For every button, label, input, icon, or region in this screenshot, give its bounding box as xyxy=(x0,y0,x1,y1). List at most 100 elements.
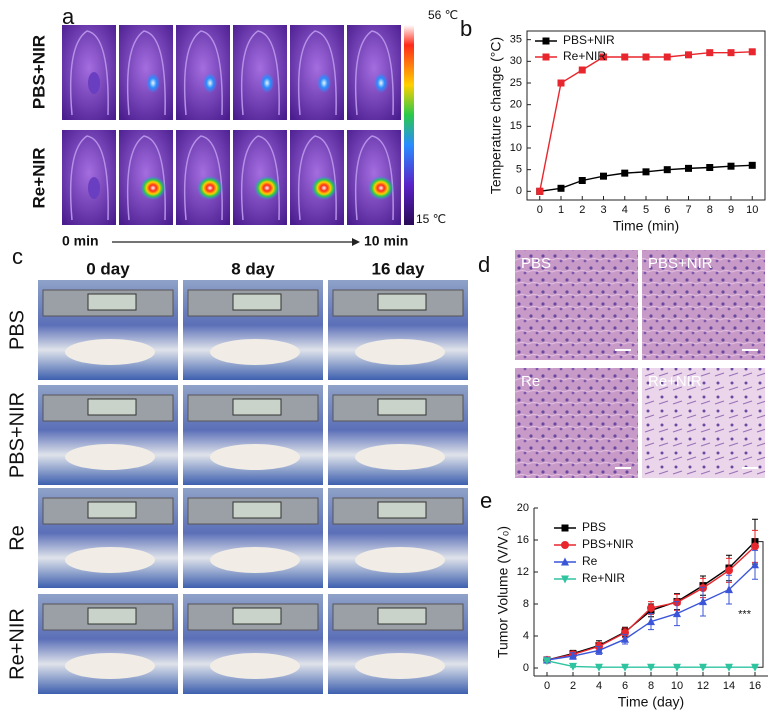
mouse-outline xyxy=(183,135,223,221)
x-tick-label: 6 xyxy=(622,680,628,692)
row-label: PBS+NIR xyxy=(29,35,48,109)
mouse xyxy=(65,547,155,573)
marker xyxy=(557,184,565,192)
y-tick-label: 4 xyxy=(523,630,529,642)
marker xyxy=(673,663,681,672)
marker xyxy=(725,663,733,672)
marker xyxy=(647,604,655,612)
panel-c: c 0 day 8 day 16 day PBS PBS+NIR Re Re+NIR xyxy=(6,244,468,694)
marker xyxy=(725,585,733,594)
x-tick-label: 0 xyxy=(537,204,543,216)
end-label: 10 min xyxy=(364,233,408,249)
panel-label: c xyxy=(12,244,23,269)
mouse xyxy=(65,444,155,470)
annotation: *** xyxy=(738,609,752,621)
y-tick-label: 20 xyxy=(517,502,529,514)
marker xyxy=(751,542,759,551)
caliper-display xyxy=(87,293,137,311)
hot-spot xyxy=(197,176,223,200)
mouse-outline xyxy=(126,135,166,221)
marker xyxy=(699,597,707,606)
x-tick-label: 2 xyxy=(579,204,585,216)
marker xyxy=(557,79,565,87)
marker xyxy=(663,166,671,174)
row-label: Re xyxy=(6,525,28,551)
y-tick-label: 16 xyxy=(517,534,529,546)
marker xyxy=(685,164,692,172)
mouse-outline xyxy=(240,135,280,221)
arrow-head xyxy=(352,238,360,246)
x-tick-label: 8 xyxy=(648,680,654,692)
histology-image xyxy=(642,250,765,360)
row-label: PBS xyxy=(6,310,28,350)
marker xyxy=(663,53,671,61)
marker xyxy=(647,663,655,672)
caliper-display xyxy=(87,398,137,416)
hot-spot xyxy=(317,73,331,93)
histology-image xyxy=(515,250,638,360)
marker xyxy=(751,560,759,569)
y-tick-label: 30 xyxy=(510,55,522,67)
mouse-outline xyxy=(297,30,337,116)
marker xyxy=(621,634,629,643)
mouse xyxy=(355,339,445,365)
hot-spot xyxy=(374,73,388,93)
legend-label: PBS xyxy=(582,520,606,534)
legend-marker xyxy=(542,37,550,45)
caliper-display xyxy=(232,607,282,625)
row-label: PBS+NIR xyxy=(6,392,28,478)
significance-bracket xyxy=(758,541,764,668)
mouse xyxy=(355,547,445,573)
marker xyxy=(621,663,629,672)
column-header: 16 day xyxy=(372,259,425,278)
hot-spot xyxy=(368,176,394,200)
panel-label: a xyxy=(62,4,75,29)
marker xyxy=(578,177,586,184)
row-label: Re+NIR xyxy=(29,148,48,209)
x-axis-title: Time (min) xyxy=(613,218,679,234)
y-tick-label: 20 xyxy=(510,99,522,111)
legend-marker xyxy=(561,541,569,549)
mouse-outline xyxy=(183,30,223,116)
hot-spot xyxy=(146,73,160,93)
x-tick-label: 5 xyxy=(643,204,649,216)
marker xyxy=(727,162,735,170)
spot xyxy=(88,177,100,199)
marker xyxy=(642,168,650,176)
x-tick-label: 4 xyxy=(596,680,602,692)
mouse-outline xyxy=(69,30,109,116)
scale-max: 56 ℃ xyxy=(428,8,458,22)
marker xyxy=(748,48,756,56)
start-label: 0 min xyxy=(62,233,99,249)
mouse xyxy=(65,339,155,365)
caliper-display xyxy=(232,398,282,416)
y-tick-label: 8 xyxy=(523,598,529,610)
hot-spot xyxy=(311,176,337,200)
marker xyxy=(536,187,544,195)
x-tick-label: 3 xyxy=(600,204,606,216)
mouse-outline xyxy=(354,30,394,116)
y-tick-label: 15 xyxy=(510,120,522,132)
marker xyxy=(727,49,735,57)
x-tick-label: 12 xyxy=(697,680,709,692)
marker xyxy=(595,645,603,654)
x-axis-title: Time (day) xyxy=(618,694,684,710)
hot-spot xyxy=(203,73,217,93)
mouse-outline xyxy=(297,135,337,221)
caliper-display xyxy=(232,501,282,519)
y-tick-label: 10 xyxy=(510,142,522,154)
x-tick-label: 7 xyxy=(685,204,691,216)
marker xyxy=(748,161,756,169)
chart: e 0 4 8 12 16 20 0 2 4 6 8 10 12 14 16 Time (day) Tumor V… xyxy=(480,488,768,710)
x-tick-label: 9 xyxy=(728,204,734,216)
marker xyxy=(621,169,629,177)
y-tick-label: 35 xyxy=(510,34,522,46)
row-label: Re+NIR xyxy=(6,608,28,680)
mouse-outline xyxy=(126,30,166,116)
x-tick-label: 0 xyxy=(544,680,550,692)
legend-marker xyxy=(561,557,569,566)
legend-marker xyxy=(561,524,569,532)
hot-spot xyxy=(254,176,280,200)
mouse xyxy=(65,653,155,679)
caliper-display xyxy=(377,501,427,519)
